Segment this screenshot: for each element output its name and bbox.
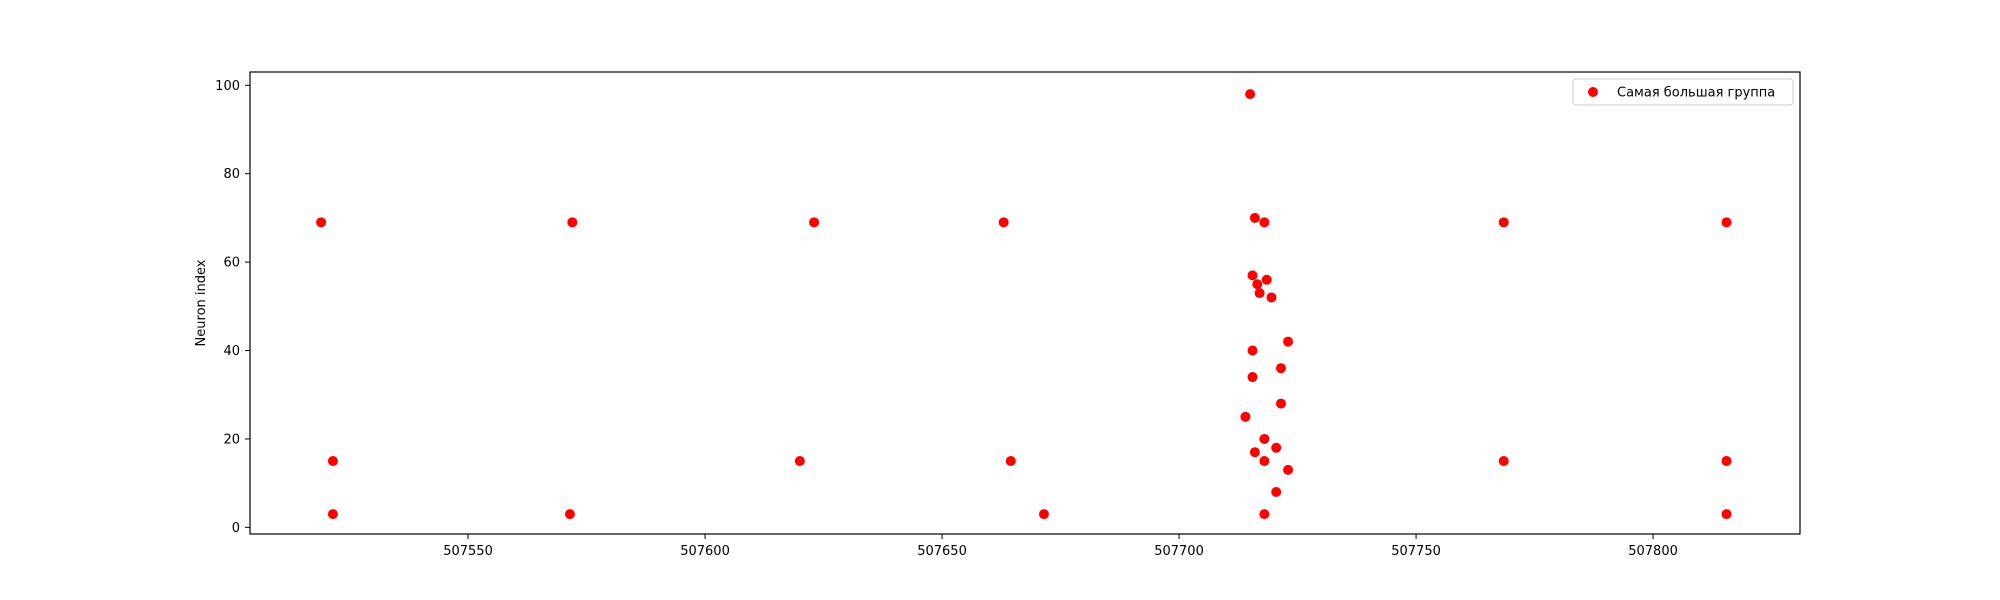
data-point [1261, 274, 1272, 285]
plot-frame [249, 71, 1801, 535]
data-point [1498, 456, 1509, 467]
data-point [1245, 89, 1256, 100]
data-point [1498, 217, 1509, 228]
x-axis-ticks: 507550 507600 507650 507700 507750 507800 [443, 534, 1678, 559]
data-point [1259, 456, 1270, 467]
y-tick-label: 100 [215, 79, 240, 94]
data-point [1271, 487, 1282, 497]
data-point [1254, 288, 1265, 299]
data-point [316, 217, 327, 228]
y-tick-label: 80 [223, 167, 240, 182]
legend-marker [1588, 87, 1598, 97]
data-point [564, 509, 575, 520]
data-point [998, 217, 1009, 228]
y-tick-label: 60 [223, 256, 240, 271]
data-point [1721, 217, 1732, 228]
x-tick-label: 507650 [917, 544, 967, 559]
data-point [1247, 345, 1258, 356]
data-point [1249, 212, 1260, 223]
data-point [1038, 509, 1049, 520]
data-point [1275, 363, 1286, 374]
x-tick-label: 507700 [1154, 544, 1204, 559]
data-point [1259, 509, 1270, 520]
data-point [1247, 372, 1258, 383]
plot-area [250, 72, 1800, 534]
data-point [1266, 292, 1277, 303]
data-point [1271, 442, 1282, 453]
data-point [1283, 336, 1294, 347]
legend-box [1572, 78, 1794, 106]
data-points [316, 89, 1732, 520]
y-axis-ticks: 0 20 40 60 80 100 [215, 79, 250, 536]
data-point [1240, 411, 1251, 422]
data-point [1259, 433, 1270, 444]
data-point [1259, 217, 1270, 228]
y-tick-label: 40 [223, 344, 240, 359]
data-point [1275, 398, 1286, 409]
data-point [1252, 279, 1263, 290]
y-tick-label: 0 [232, 521, 240, 536]
legend-label: Самая большая группа [1617, 86, 1775, 101]
data-point [327, 456, 338, 467]
data-point [1721, 456, 1732, 467]
data-point [1721, 509, 1732, 520]
data-point [327, 509, 338, 520]
y-tick-label: 20 [223, 432, 240, 447]
legend: Самая большая группа [1572, 78, 1794, 106]
x-tick-label: 507550 [443, 544, 493, 559]
data-point [567, 217, 578, 228]
data-point [1005, 456, 1016, 467]
data-point [1249, 447, 1260, 458]
x-tick-label: 507800 [1628, 544, 1678, 559]
data-point [1247, 270, 1258, 281]
y-axis-label: Neuron index [194, 259, 209, 346]
data-point [794, 456, 805, 467]
x-tick-label: 507600 [680, 544, 730, 559]
x-tick-label: 507750 [1391, 544, 1441, 559]
data-point [809, 217, 820, 228]
data-point [1283, 464, 1294, 475]
